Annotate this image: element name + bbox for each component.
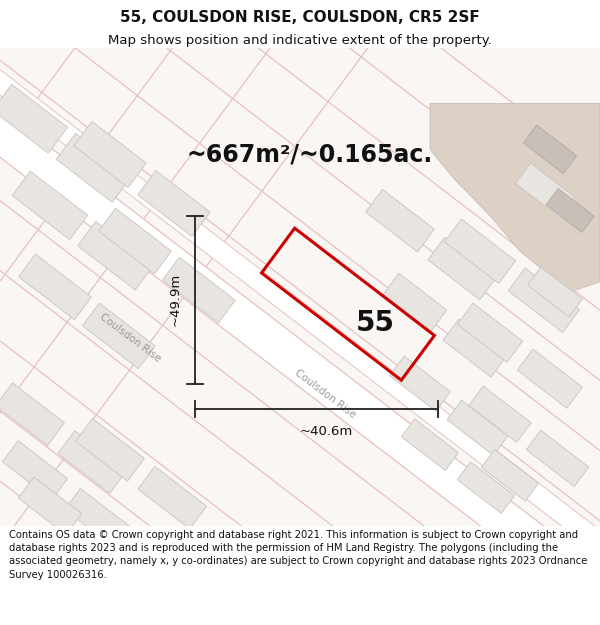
Text: Coulsdon Rise: Coulsdon Rise [293,368,358,420]
Polygon shape [83,303,155,369]
Text: ~49.9m: ~49.9m [169,273,182,326]
Polygon shape [19,254,91,320]
Polygon shape [523,125,577,174]
Polygon shape [12,171,88,239]
Polygon shape [445,219,515,284]
Polygon shape [138,171,210,236]
Polygon shape [58,431,127,493]
Polygon shape [0,84,68,153]
Polygon shape [517,349,583,408]
Polygon shape [365,189,434,252]
Polygon shape [18,477,82,535]
Polygon shape [389,356,451,411]
Polygon shape [401,419,458,471]
Text: ~667m²/~0.165ac.: ~667m²/~0.165ac. [187,142,433,166]
Polygon shape [0,383,64,446]
Polygon shape [428,237,497,300]
Polygon shape [430,104,600,292]
Polygon shape [163,258,235,323]
Text: Coulsdon Rise: Coulsdon Rise [98,312,163,364]
Text: ~40.6m: ~40.6m [300,425,353,438]
Polygon shape [2,441,68,500]
Polygon shape [443,319,506,377]
Polygon shape [65,489,130,548]
Polygon shape [76,419,145,481]
Text: 55: 55 [355,309,395,336]
Polygon shape [515,163,574,217]
Polygon shape [78,221,153,290]
Polygon shape [98,208,172,274]
Polygon shape [546,189,594,232]
Polygon shape [383,273,447,331]
Text: 55, COULSDON RISE, COULSDON, CR5 2SF: 55, COULSDON RISE, COULSDON, CR5 2SF [120,9,480,24]
Polygon shape [481,449,539,501]
Polygon shape [526,430,589,486]
Polygon shape [0,0,600,551]
Polygon shape [138,466,206,529]
Text: Contains OS data © Crown copyright and database right 2021. This information is : Contains OS data © Crown copyright and d… [9,530,587,579]
Polygon shape [457,462,514,514]
Polygon shape [527,267,583,317]
Polygon shape [447,400,508,456]
Polygon shape [56,133,131,202]
Text: Map shows position and indicative extent of the property.: Map shows position and indicative extent… [108,34,492,48]
Polygon shape [0,72,600,625]
Polygon shape [469,386,531,442]
Polygon shape [457,303,523,362]
Polygon shape [508,268,580,332]
Polygon shape [74,121,146,188]
